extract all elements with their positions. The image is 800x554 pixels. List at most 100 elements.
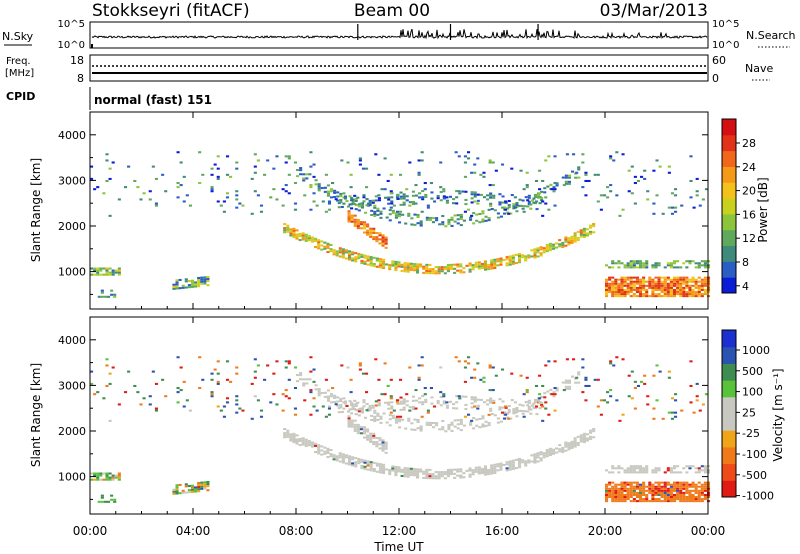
data-cell — [561, 176, 565, 179]
data-cell — [487, 268, 491, 271]
data-cell — [626, 264, 630, 267]
data-cell — [691, 493, 695, 496]
data-cell — [490, 259, 494, 262]
data-cell — [657, 489, 661, 492]
data-cell — [354, 457, 358, 460]
data-cell — [573, 445, 577, 448]
data-cell — [117, 472, 121, 475]
data-cell — [421, 198, 425, 201]
data-cell — [346, 161, 350, 164]
data-cell — [605, 493, 609, 496]
data-cell — [197, 279, 201, 282]
data-cell — [663, 489, 667, 492]
data-cell — [623, 483, 627, 486]
nsky-tick-bottom: 10^0 — [58, 40, 85, 51]
data-cell — [399, 210, 403, 213]
data-cell — [477, 470, 481, 473]
data-cell — [372, 229, 376, 232]
data-cell — [565, 153, 569, 156]
data-cell — [435, 422, 439, 425]
data-cell — [635, 467, 639, 470]
data-cell — [469, 423, 473, 426]
data-cell — [660, 280, 664, 283]
data-cell — [384, 240, 388, 243]
data-cell — [466, 362, 471, 365]
data-cell — [672, 495, 677, 499]
colorbar-swatch — [722, 150, 736, 167]
data-cell — [615, 356, 619, 359]
data-cell — [651, 293, 655, 296]
data-cell — [286, 431, 290, 434]
data-cell — [190, 281, 195, 284]
data-cell — [384, 441, 388, 444]
data-cell — [498, 406, 502, 409]
data-cell — [582, 436, 586, 439]
data-cell — [691, 465, 695, 468]
data-cell — [443, 272, 447, 275]
nave-tick-top: 60 — [712, 54, 726, 67]
data-cell — [366, 229, 370, 232]
data-cell — [605, 264, 609, 267]
data-cell — [651, 491, 655, 494]
data-cell — [573, 234, 577, 237]
data-cell — [667, 376, 671, 379]
data-cell — [123, 186, 128, 189]
data-cell — [102, 472, 106, 475]
data-cell — [320, 244, 324, 247]
data-cell — [512, 410, 516, 413]
data-cell — [422, 472, 426, 475]
data-cell — [623, 266, 627, 269]
data-cell — [320, 449, 324, 452]
data-cell — [669, 487, 673, 490]
data-cell — [642, 489, 646, 492]
data-cell — [642, 282, 646, 285]
data-cell — [655, 399, 659, 402]
data-cell — [558, 245, 562, 248]
data-cell — [555, 182, 559, 185]
data-cell — [151, 370, 155, 373]
data-cell — [679, 487, 683, 490]
data-cell — [197, 481, 201, 485]
data-cell — [605, 469, 609, 472]
data-cell — [453, 220, 457, 223]
data-cell — [347, 415, 351, 418]
data-cell — [314, 442, 318, 445]
data-cell — [642, 284, 646, 287]
data-cell — [706, 288, 711, 291]
data-cell — [304, 444, 308, 447]
data-cell — [635, 487, 639, 490]
data-cell — [105, 273, 109, 276]
data-cell — [403, 262, 407, 265]
data-cell — [256, 364, 260, 367]
data-cell — [452, 403, 456, 406]
data-cell — [629, 262, 633, 265]
data-cell — [691, 485, 695, 488]
data-cell — [351, 253, 355, 256]
data-cell — [381, 447, 385, 450]
data-cell — [679, 495, 683, 499]
data-cell — [417, 364, 421, 367]
data-cell — [338, 249, 342, 252]
data-cell — [617, 286, 621, 289]
data-cell — [182, 405, 186, 408]
data-cell — [490, 208, 494, 211]
data-cell — [388, 471, 392, 474]
data-cell — [444, 225, 448, 228]
data-cell — [615, 151, 619, 154]
data-cell — [507, 409, 511, 412]
data-cell — [676, 286, 680, 289]
data-cell — [360, 464, 364, 468]
data-cell — [620, 262, 624, 265]
data-cell — [667, 370, 671, 373]
data-cell — [415, 265, 420, 268]
data-cell — [301, 441, 305, 444]
data-cell — [411, 399, 415, 402]
data-cell — [96, 474, 100, 477]
data-cell — [428, 468, 432, 471]
data-cell — [558, 450, 562, 453]
data-cell — [538, 397, 542, 400]
data-cell — [392, 409, 396, 412]
data-cell — [428, 272, 432, 275]
colorbar-swatch — [722, 245, 736, 262]
data-cell — [617, 266, 621, 269]
